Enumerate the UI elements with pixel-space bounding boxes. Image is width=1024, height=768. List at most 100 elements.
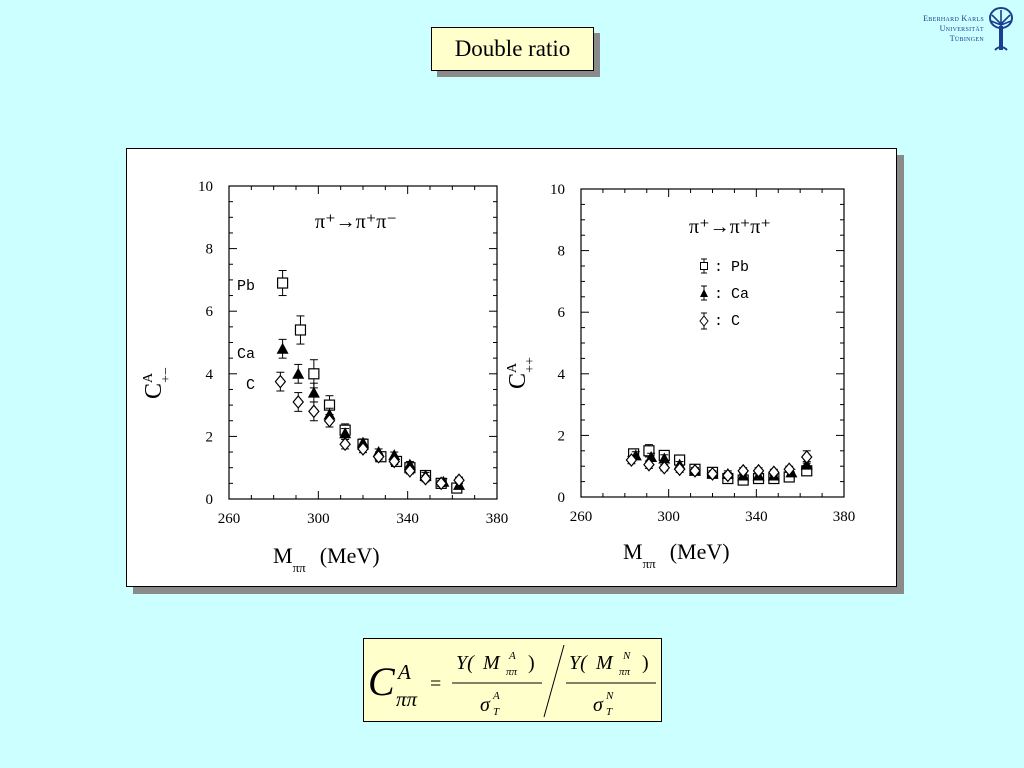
legend-marker-c [699,312,709,330]
data-point-c [453,473,465,488]
y-tick-label: 10 [550,182,565,198]
series-label-ca: Ca [237,346,255,363]
y-axis-label: CA +− [141,367,174,399]
num2-close: ) [642,652,649,674]
legend: : Pb : Ca : C [699,258,749,330]
logo-line-3: Tübingen [949,34,984,43]
data-point-c [388,454,401,469]
data-point-c [274,371,287,392]
x-tick-label: 340 [745,509,768,525]
logo-line-1: Eberhard Karls [923,14,984,23]
legend-colon-pb: : [714,259,723,276]
palm-tree-icon [989,7,1013,51]
num1-m: M [482,652,501,674]
legend-marker-ca [700,285,708,301]
num2-m: M [595,652,614,674]
data-point-c [323,413,336,428]
y-tick-label: 0 [206,492,214,508]
formula-lhs: C [368,659,396,704]
y-tick-label: 4 [558,367,566,383]
den2-sub: T [606,706,613,718]
num1-sup: A [508,650,516,662]
legend-label-ca: Ca [731,286,749,303]
data-marks [274,270,466,494]
data-point-c [308,401,320,422]
y-axis-label: CA ++ [505,357,538,389]
logo-line-2: Universität [939,24,984,33]
x-tick-label: 260 [570,509,593,525]
y-tick-label: 2 [558,428,566,444]
data-point-c [658,460,671,475]
division-slash [543,644,565,718]
x-tick-label: 380 [486,511,509,527]
data-point-ca [276,338,289,359]
series-label-c: C [246,377,255,394]
data-point-c [737,463,749,478]
reaction-label: π⁺→π⁺π⁻ [315,211,397,233]
data-point-c [372,449,385,464]
formula-lhs-sup: A [396,660,411,684]
plot-panel: 0 2 4 6 8 10 260 300 340 380 π⁺→π⁺π⁻ CA +− Mππ (MeV… [126,148,897,587]
x-tick-label: 340 [396,511,419,527]
data-point-c [673,462,686,477]
data-point-c [625,453,638,467]
data-point-c [768,465,780,480]
axis-ticks: 0 2 4 6 8 10 260 300 340 380 [198,179,508,527]
data-point-c [722,468,734,483]
y-tick-label: 2 [206,429,214,445]
y-tick-label: 6 [206,304,214,320]
formula-svg: C A ππ = Y( M A ππ ) σ A T Y( M N ππ ) σ… [368,644,656,718]
y-tick-label: 4 [206,367,214,383]
chart-pi-plus-minus: 0 2 4 6 8 10 260 300 340 380 π⁺→π⁺π⁻ CA +− Mππ (MeV… [141,179,508,575]
legend-colon-ca: : [714,286,723,303]
legend-label-c: C [731,313,740,330]
den1-sub: T [493,706,500,718]
slide-title: Double ratio [431,27,594,71]
chart-pi-plus-plus: 0 2 4 6 8 10 260 300 340 380 π⁺→π⁺π⁺ CA ++ Mππ (MeV… [505,182,855,571]
data-point-c [783,462,795,477]
data-point-c [800,450,813,464]
data-point-c [419,471,432,486]
num2-y: Y( [569,652,588,674]
data-point-c [357,441,369,456]
series-label-pb: Pb [237,278,255,295]
x-tick-label: 300 [657,509,680,525]
data-point-pb [643,444,655,458]
data-point-c [643,457,655,472]
num1-close: ) [528,652,535,674]
university-logo: Eberhard Karls Universität Tübingen [880,6,1020,52]
den2-sup: N [605,690,614,702]
y-tick-label: 8 [206,242,214,258]
data-point-c [689,463,701,478]
data-marks [625,444,813,486]
data-point-pb [294,315,307,345]
x-tick-label: 260 [218,511,241,527]
num2-sub: ππ [619,666,631,678]
data-point-ca [292,363,305,384]
double-ratio-formula: C A ππ = Y( M A ππ ) σ A T Y( M N ππ ) σ… [363,638,662,722]
legend-label-pb: Pb [731,259,749,276]
num1-sub: ππ [506,666,518,678]
y-tick-label: 10 [198,179,213,195]
num2-sup: N [622,650,631,662]
formula-lhs-sub: ππ [396,687,418,711]
x-axis-label: Mππ (MeV) [273,543,380,575]
den1-sigma: σ [480,694,491,716]
y-tick-label: 6 [558,305,566,321]
y-tick-label: 8 [558,244,566,260]
axis-ticks: 0 2 4 6 8 10 260 300 340 380 [550,182,855,525]
data-point-c [292,392,305,412]
den1-sup: A [492,690,500,702]
y-tick-label: 0 [558,490,566,506]
x-axis-label: Mππ (MeV) [623,539,730,571]
data-point-c [404,463,416,478]
data-point-c [706,466,719,481]
x-tick-label: 380 [833,509,856,525]
data-point-pb [277,270,289,297]
slide-title-text: Double ratio [454,36,571,61]
data-point-c [435,476,447,491]
data-point-ca [307,382,320,403]
den2-sigma: σ [593,694,604,716]
data-point-c [752,463,765,478]
